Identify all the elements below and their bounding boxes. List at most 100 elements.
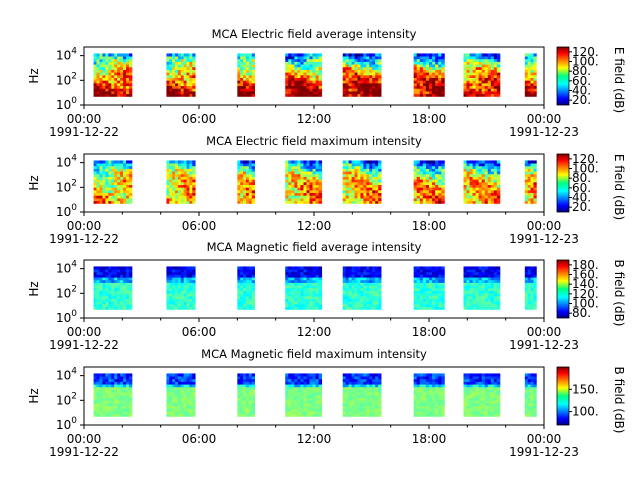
heatmap-cell — [111, 384, 115, 388]
heatmap-cell — [372, 160, 376, 164]
heatmap-cell — [309, 277, 313, 281]
heatmap-cell — [351, 378, 355, 382]
heatmap-cell — [245, 279, 250, 283]
heatmap-cell — [416, 397, 421, 401]
heatmap-cell — [189, 198, 193, 202]
heatmap-cell — [237, 85, 241, 89]
heatmap-cell — [93, 189, 97, 194]
heatmap-cell — [360, 274, 364, 278]
heatmap-cell — [493, 200, 498, 204]
heatmap-cell — [493, 168, 498, 172]
heatmap-cell — [416, 91, 421, 95]
heatmap-cell — [105, 64, 109, 68]
heatmap-cell — [126, 72, 130, 76]
heatmap-cell — [357, 165, 361, 169]
heatmap-cell — [93, 173, 97, 177]
heatmap-cell — [297, 93, 301, 97]
heatmap-cell — [126, 400, 130, 404]
heatmap-cell — [306, 389, 310, 393]
heatmap-cell — [172, 306, 176, 310]
heatmap-cell — [169, 287, 173, 291]
heatmap-cell — [345, 400, 350, 404]
heatmap-cell — [318, 266, 323, 270]
heatmap-cell — [466, 198, 470, 202]
heatmap-cell — [493, 88, 498, 92]
heatmap-cell — [533, 72, 537, 76]
heatmap-cell — [177, 279, 182, 283]
heatmap-cell — [186, 295, 190, 300]
heatmap-cell — [186, 306, 190, 310]
heatmap-cell — [183, 179, 187, 183]
heatmap-cell — [375, 184, 379, 188]
heatmap-cell — [478, 187, 483, 191]
heatmap-cell — [237, 61, 241, 65]
heatmap-cell — [475, 168, 480, 172]
heatmap-cell — [484, 179, 489, 183]
heatmap-cell — [318, 271, 323, 275]
heatmap-cell — [419, 290, 424, 294]
heatmap-cell — [186, 93, 190, 97]
heatmap-cell — [105, 408, 109, 412]
heatmap-cell — [312, 408, 316, 412]
heatmap-cell — [126, 181, 130, 185]
heatmap-cell — [303, 282, 307, 286]
heatmap-cell — [378, 56, 382, 60]
heatmap-cell — [245, 61, 250, 65]
heatmap-cell — [297, 198, 301, 202]
heatmap-cell — [351, 408, 355, 412]
heatmap-cell — [360, 88, 364, 92]
heatmap-cell — [303, 74, 307, 78]
heatmap-cell — [237, 80, 241, 84]
heatmap-cell — [102, 274, 106, 278]
heatmap-cell — [309, 93, 313, 97]
heatmap-cell — [435, 269, 439, 273]
heatmap-cell — [309, 301, 313, 305]
heatmap-cell — [166, 189, 170, 194]
y-tick-label: 100 — [56, 309, 77, 325]
heatmap-cell — [117, 413, 121, 417]
heatmap-cell — [435, 304, 439, 308]
heatmap-cell — [288, 411, 292, 415]
heatmap-cell — [172, 64, 176, 68]
heatmap-cell — [117, 93, 121, 97]
heatmap-cell — [342, 277, 347, 281]
heatmap-cell — [126, 282, 130, 286]
heatmap-cell — [475, 160, 480, 164]
heatmap-cell — [435, 80, 439, 84]
heatmap-cell — [422, 198, 427, 202]
heatmap-cell — [432, 394, 436, 398]
heatmap-cell — [300, 173, 304, 177]
heatmap-cell — [93, 198, 97, 202]
heatmap-cell — [237, 287, 241, 291]
heatmap-cell — [315, 402, 320, 407]
heatmap-cell — [366, 413, 370, 417]
heatmap-cell — [533, 163, 537, 167]
heatmap-cell — [111, 179, 115, 183]
heatmap-cell — [351, 184, 355, 188]
heatmap-cell — [372, 394, 376, 398]
heatmap-cell — [123, 85, 127, 89]
heatmap-cell — [524, 293, 529, 297]
heatmap-cell — [357, 378, 361, 382]
heatmap-cell — [475, 279, 480, 283]
heatmap-cell — [285, 392, 289, 396]
heatmap-cell — [306, 293, 310, 297]
heatmap-cell — [126, 306, 130, 310]
heatmap-cell — [360, 69, 364, 73]
heatmap-cell — [484, 80, 489, 84]
heatmap-cell — [126, 61, 130, 65]
heatmap-cell — [186, 77, 190, 81]
heatmap-cell — [177, 306, 182, 310]
heatmap-cell — [463, 271, 467, 275]
heatmap-cells — [93, 160, 537, 204]
heatmap-cell — [306, 187, 310, 191]
heatmap-cell — [487, 69, 492, 73]
heatmap-cell — [435, 187, 439, 191]
heatmap-cell — [123, 82, 127, 87]
heatmap-cell — [306, 405, 310, 409]
heatmap-cell — [342, 301, 347, 305]
heatmap-cell — [126, 402, 130, 407]
heatmap-cell — [354, 282, 358, 286]
heatmap-cell — [172, 381, 176, 385]
heatmap-cell — [183, 293, 187, 297]
